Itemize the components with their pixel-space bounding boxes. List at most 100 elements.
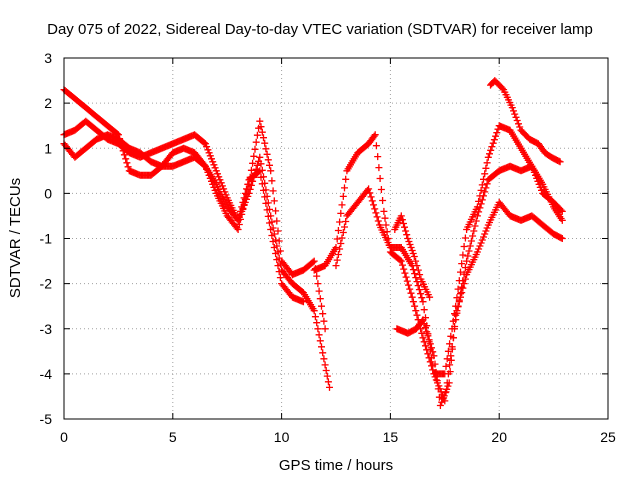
- data-point: [457, 293, 464, 301]
- data-point: [472, 217, 480, 225]
- data-point: [272, 250, 280, 257]
- data-point: [260, 134, 267, 142]
- data-point: [423, 328, 431, 336]
- data-point: [342, 175, 350, 183]
- data-point: [433, 377, 441, 385]
- data-point: [120, 151, 128, 159]
- data-point: [426, 340, 434, 348]
- data-point: [413, 311, 421, 319]
- data-point: [446, 368, 454, 376]
- data-point: [262, 145, 270, 153]
- y-tick-label: -1: [40, 231, 53, 247]
- data-point: [315, 287, 323, 295]
- data-point: [400, 220, 407, 227]
- data-point: [320, 355, 328, 363]
- data-point: [480, 233, 487, 241]
- chart-title: Day 075 of 2022, Sidereal Day-to-day VTE…: [47, 21, 593, 38]
- data-point: [323, 372, 331, 380]
- data-point: [397, 212, 405, 220]
- data-point: [247, 166, 255, 174]
- data-point: [512, 113, 520, 121]
- data-point: [408, 247, 416, 254]
- data-point: [465, 247, 473, 255]
- data-point: [407, 244, 415, 251]
- data-point: [538, 186, 545, 194]
- data-point: [377, 186, 385, 193]
- data-point: [212, 167, 220, 175]
- data-point: [367, 193, 375, 201]
- data-point: [217, 179, 225, 187]
- data-series: [60, 117, 333, 391]
- data-point: [273, 256, 281, 264]
- data-point: [534, 177, 542, 185]
- data-point: [482, 164, 490, 172]
- data-point: [264, 212, 272, 220]
- data-point: [257, 123, 265, 131]
- data-point: [412, 257, 420, 265]
- data-point: [515, 120, 522, 128]
- data-point: [444, 382, 452, 390]
- data-point: [267, 226, 275, 233]
- data-point: [316, 295, 324, 303]
- data-point: [268, 232, 276, 239]
- data-point: [263, 150, 271, 158]
- data-point: [477, 239, 485, 247]
- data-series: [391, 212, 434, 301]
- y-tick-label: 2: [44, 95, 52, 111]
- data-point: [326, 383, 333, 391]
- data-point: [339, 192, 347, 200]
- data-point: [324, 378, 332, 386]
- data-point: [422, 324, 429, 332]
- y-tick-label: 1: [44, 140, 52, 156]
- data-point: [203, 143, 211, 151]
- data-point: [366, 189, 374, 197]
- data-point: [475, 208, 483, 216]
- data-series: [332, 162, 566, 405]
- data-point: [398, 216, 406, 224]
- data-point: [450, 334, 457, 342]
- data-point: [483, 159, 491, 167]
- data-point: [439, 395, 447, 403]
- data-point: [431, 373, 439, 381]
- data-point: [408, 293, 416, 301]
- data-point: [372, 209, 380, 217]
- data-point: [374, 153, 382, 161]
- data-point: [338, 234, 346, 242]
- data-series: [60, 131, 307, 306]
- data-point: [492, 132, 500, 140]
- data-point: [336, 245, 344, 253]
- x-tick-label: 0: [60, 429, 68, 445]
- data-point: [332, 262, 340, 270]
- data-point: [261, 139, 269, 147]
- data-point: [214, 170, 221, 178]
- data-point: [487, 146, 495, 154]
- data-point: [406, 241, 414, 248]
- data-point: [477, 200, 485, 208]
- data-point: [413, 262, 421, 270]
- data-point: [426, 293, 434, 301]
- y-tick-label: 3: [44, 50, 52, 66]
- data-point: [239, 198, 247, 206]
- data-point: [243, 185, 250, 193]
- data-point: [414, 282, 422, 290]
- data-point: [459, 251, 467, 259]
- data-point: [319, 310, 327, 318]
- data-point: [444, 347, 452, 355]
- data-point: [430, 352, 438, 360]
- data-point: [264, 156, 272, 164]
- data-point: [251, 145, 259, 153]
- data-series: [393, 198, 566, 409]
- data-point: [410, 253, 418, 260]
- data-point: [481, 230, 489, 238]
- data-point: [490, 136, 498, 144]
- data-point: [316, 337, 324, 345]
- data-point: [269, 187, 277, 195]
- data-point: [334, 251, 342, 258]
- data-point: [314, 280, 322, 288]
- data-point: [270, 197, 278, 205]
- data-point: [368, 197, 376, 205]
- data-point: [370, 201, 377, 209]
- data-point: [558, 216, 566, 224]
- data-point: [535, 180, 543, 188]
